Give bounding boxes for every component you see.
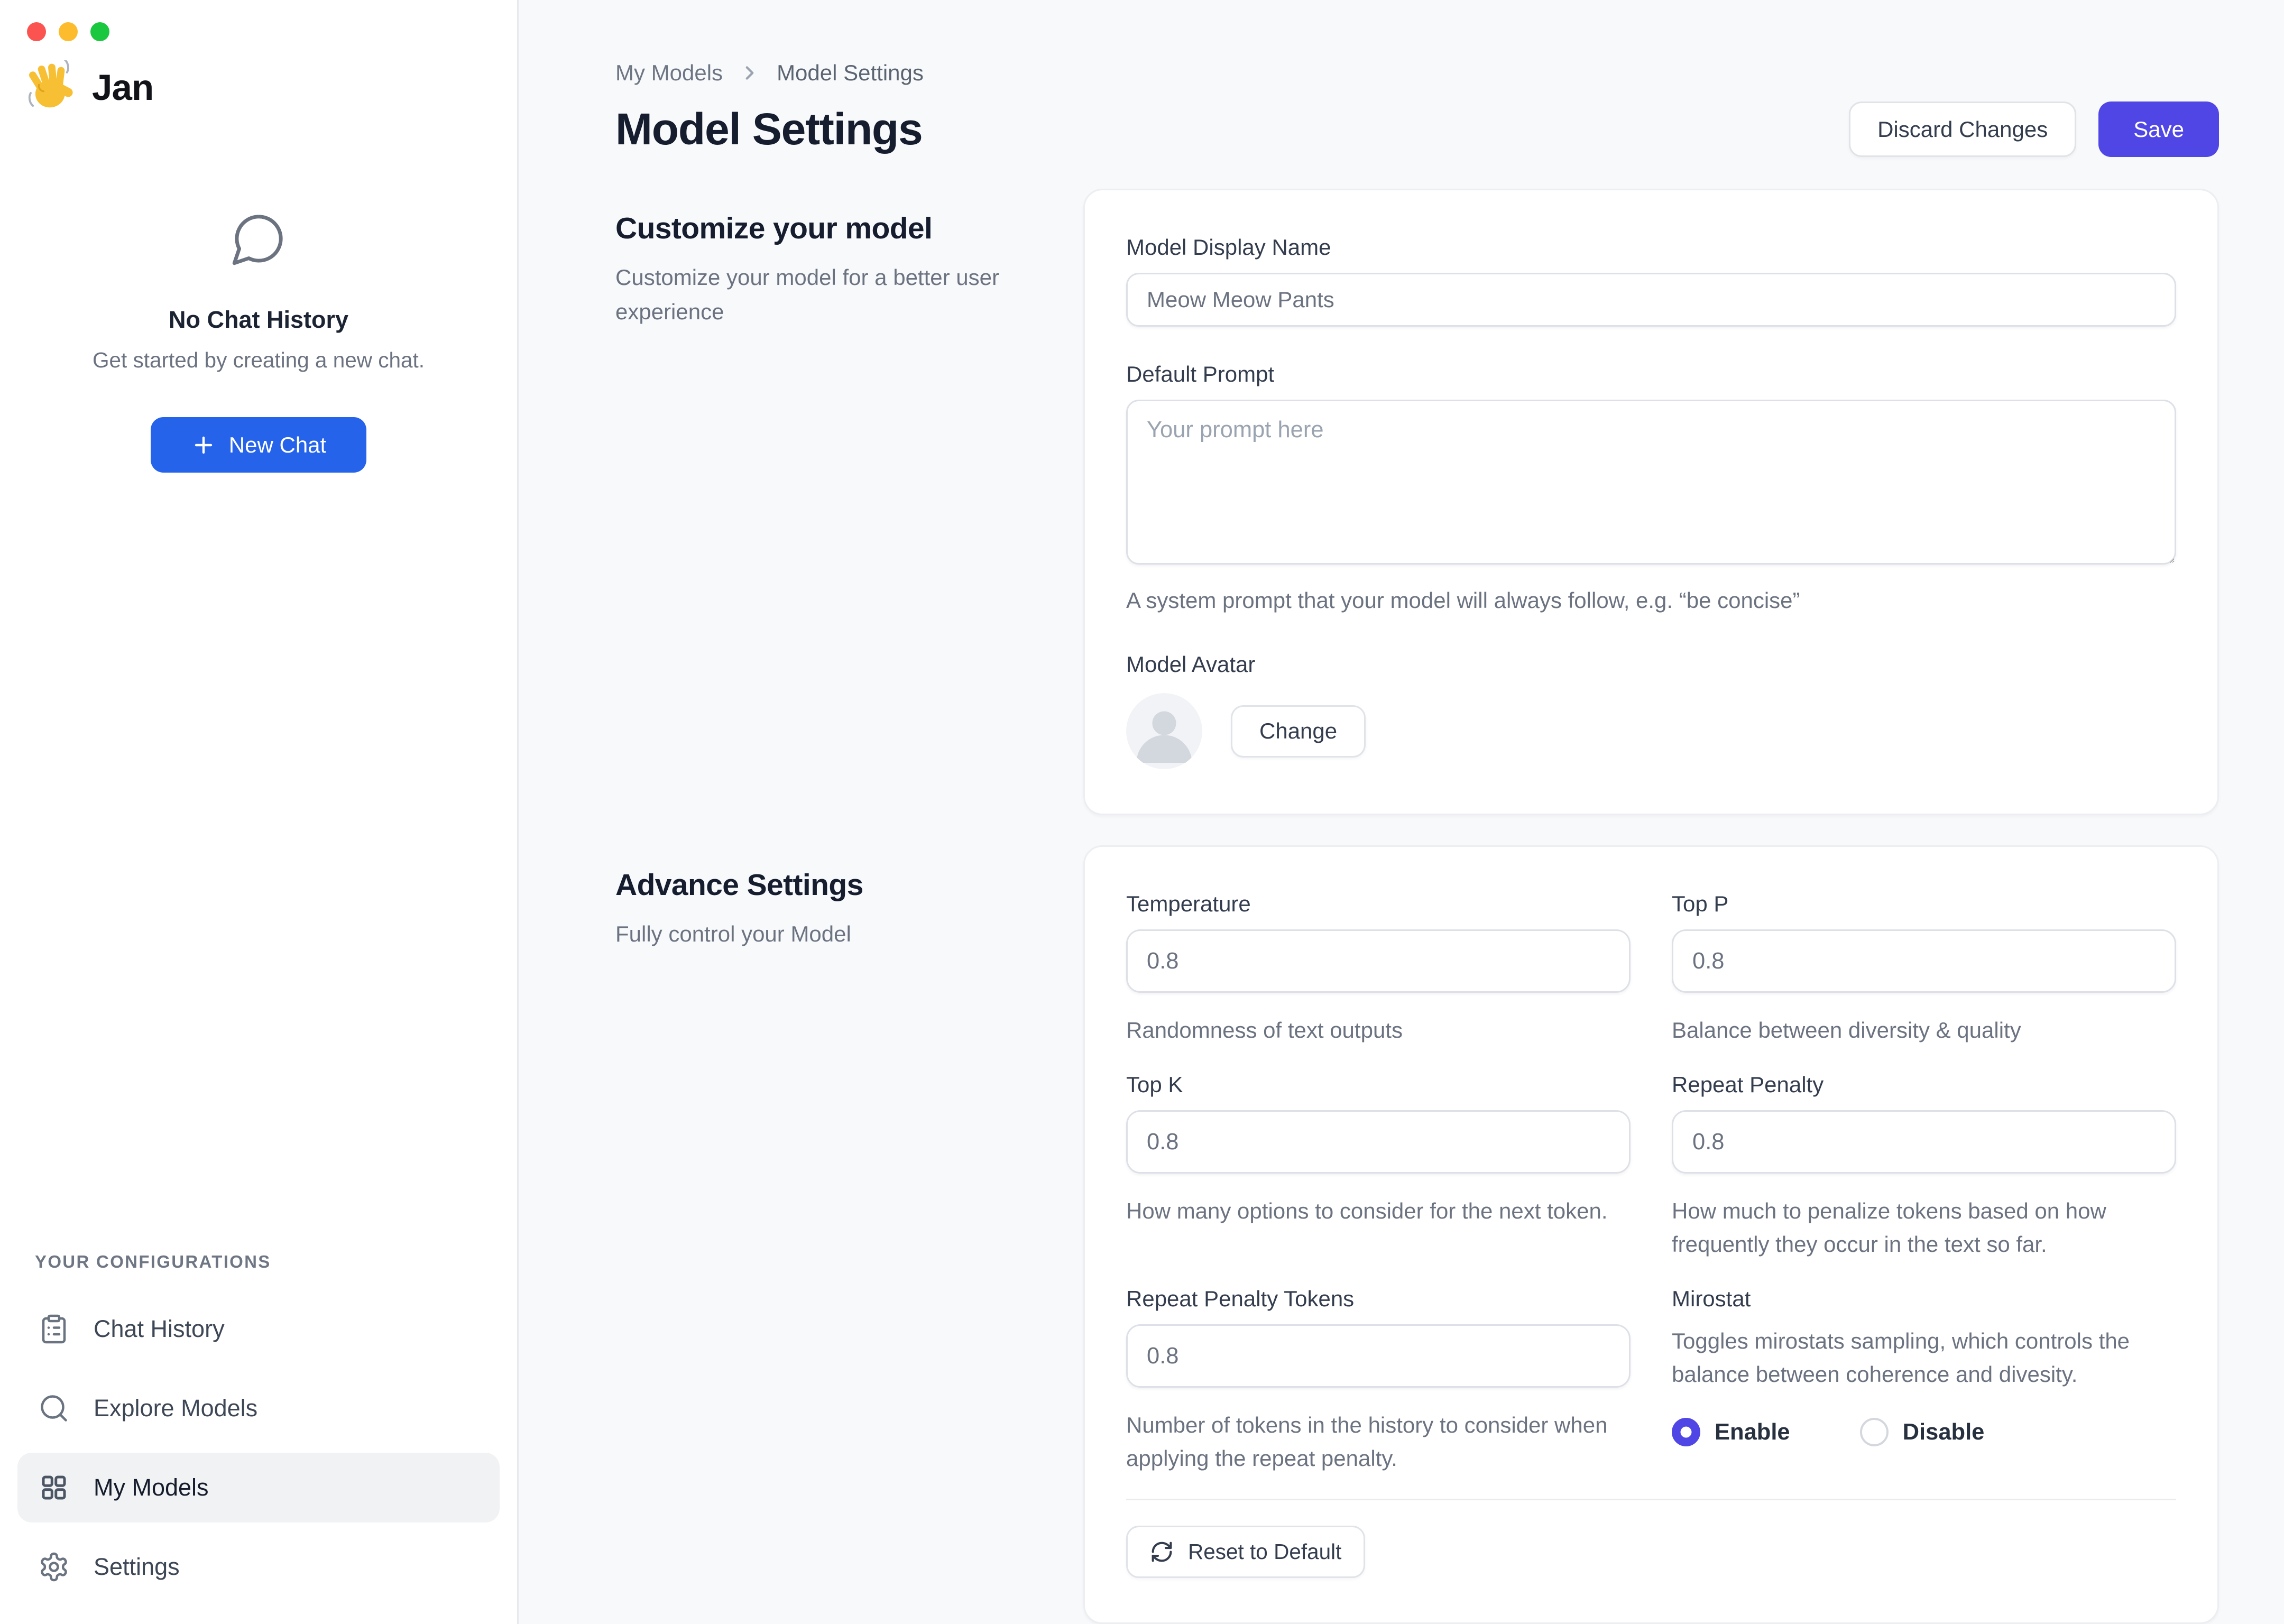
advance-description: Fully control your Model xyxy=(615,921,851,946)
model-display-name-input[interactable] xyxy=(1126,273,2176,327)
repeat-penalty-tokens-field: Repeat Penalty Tokens Number of tokens i… xyxy=(1126,1286,1631,1475)
change-avatar-button[interactable]: Change xyxy=(1231,705,1366,758)
top-p-field: Top P Balance between diversity & qualit… xyxy=(1672,891,2176,1047)
waving-hand-icon xyxy=(24,60,78,114)
radio-unselected-icon xyxy=(1859,1418,1889,1446)
repeat-penalty-field: Repeat Penalty How much to penalize toke… xyxy=(1672,1072,2176,1261)
sidebar-item-explore-models[interactable]: Explore Models xyxy=(17,1373,500,1443)
chevron-right-icon xyxy=(739,62,761,84)
model-avatar-label: Model Avatar xyxy=(1126,652,1256,677)
minimize-window-button[interactable] xyxy=(59,22,78,41)
temperature-input[interactable] xyxy=(1126,929,1631,993)
discard-changes-button[interactable]: Discard Changes xyxy=(1849,102,2077,157)
top-p-help: Balance between diversity & quality xyxy=(1672,1018,2021,1042)
temperature-help: Randomness of text outputs xyxy=(1126,1018,1403,1042)
mirostat-enable-option[interactable]: Enable xyxy=(1672,1418,1790,1446)
search-icon xyxy=(38,1392,70,1424)
breadcrumb-model-settings: Model Settings xyxy=(777,60,924,85)
advance-section: Advance Settings Fully control your Mode… xyxy=(615,845,2219,1624)
chat-empty-state: No Chat History Get started by creating … xyxy=(0,209,517,473)
top-p-label: Top P xyxy=(1672,891,1729,916)
page-title: Model Settings xyxy=(615,104,923,154)
customize-card: Model Display Name Default Prompt A syst… xyxy=(1083,189,2219,815)
temperature-field: Temperature Randomness of text outputs xyxy=(1126,891,1631,1047)
sidebar-item-label: Explore Models xyxy=(94,1395,258,1422)
sidebar-configurations: YOUR CONFIGURATIONS Chat History xyxy=(0,1252,517,1624)
default-prompt-label: Default Prompt xyxy=(1126,362,1275,386)
mirostat-radio-group: Enable Disable xyxy=(1672,1418,2176,1446)
temperature-label: Temperature xyxy=(1126,891,1251,916)
app-logo: Jan xyxy=(24,60,517,114)
mirostat-help: Toggles mirostats sampling, which contro… xyxy=(1672,1328,2130,1387)
breadcrumb: My Models Model Settings xyxy=(615,60,2219,86)
repeat-penalty-input[interactable] xyxy=(1672,1110,2176,1174)
brand-name: Jan xyxy=(92,67,154,108)
configurations-section-label: YOUR CONFIGURATIONS xyxy=(35,1252,271,1271)
repeat-penalty-tokens-input[interactable] xyxy=(1126,1324,1631,1388)
repeat-penalty-label: Repeat Penalty xyxy=(1672,1072,1824,1097)
sidebar-item-chat-history[interactable]: Chat History xyxy=(17,1294,500,1364)
model-display-name-label: Model Display Name xyxy=(1126,235,1331,260)
plus-icon xyxy=(191,432,216,458)
advance-card: Temperature Randomness of text outputs T… xyxy=(1083,845,2219,1624)
repeat-penalty-tokens-help: Number of tokens in the history to consi… xyxy=(1126,1413,1608,1471)
sidebar: Jan No Chat History Get started by creat… xyxy=(0,0,519,1624)
customize-heading: Customize your model xyxy=(615,211,933,245)
new-chat-button[interactable]: New Chat xyxy=(151,417,366,473)
zoom-window-button[interactable] xyxy=(90,22,109,41)
save-button[interactable]: Save xyxy=(2098,102,2219,157)
top-k-input[interactable] xyxy=(1126,1110,1631,1174)
avatar xyxy=(1126,693,1202,769)
mirostat-field: Mirostat Toggles mirostats sampling, whi… xyxy=(1672,1286,2176,1475)
clipboard-icon xyxy=(38,1313,70,1345)
customize-description: Customize your model for a better user e… xyxy=(615,265,999,325)
empty-state-subtitle: Get started by creating a new chat. xyxy=(92,348,425,372)
customize-section: Customize your model Customize your mode… xyxy=(615,189,2219,815)
main-content: My Models Model Settings Model Settings … xyxy=(519,0,2284,1624)
close-window-button[interactable] xyxy=(27,22,46,41)
sidebar-item-label: Chat History xyxy=(94,1315,225,1342)
gear-icon xyxy=(38,1551,70,1583)
sidebar-item-label: Settings xyxy=(94,1553,180,1580)
default-prompt-textarea[interactable] xyxy=(1126,400,2176,565)
window-controls xyxy=(0,0,517,41)
default-prompt-help: A system prompt that your model will alw… xyxy=(1126,588,1800,613)
mirostat-disable-option[interactable]: Disable xyxy=(1859,1418,1984,1446)
card-divider xyxy=(1126,1499,2176,1500)
repeat-penalty-tokens-label: Repeat Penalty Tokens xyxy=(1126,1286,1355,1311)
grid-icon xyxy=(38,1472,70,1503)
repeat-penalty-help: How much to penalize tokens based on how… xyxy=(1672,1198,2106,1257)
speech-bubble-icon xyxy=(229,209,288,274)
top-p-input[interactable] xyxy=(1672,929,2176,993)
advance-heading: Advance Settings xyxy=(615,868,863,902)
page-header: Model Settings Discard Changes Save xyxy=(615,102,2219,157)
sidebar-item-my-models[interactable]: My Models xyxy=(17,1453,500,1522)
sidebar-item-settings[interactable]: Settings xyxy=(17,1532,500,1602)
mirostat-label: Mirostat xyxy=(1672,1286,1751,1311)
refresh-icon xyxy=(1150,1540,1174,1564)
breadcrumb-my-models[interactable]: My Models xyxy=(615,60,723,85)
top-k-label: Top K xyxy=(1126,1072,1183,1097)
empty-state-title: No Chat History xyxy=(168,306,349,333)
sidebar-item-label: My Models xyxy=(94,1474,209,1501)
radio-selected-icon xyxy=(1672,1418,1700,1446)
top-k-help: How many options to consider for the nex… xyxy=(1126,1198,1608,1223)
reset-to-default-button[interactable]: Reset to Default xyxy=(1126,1526,1366,1578)
top-k-field: Top K How many options to consider for t… xyxy=(1126,1072,1631,1261)
